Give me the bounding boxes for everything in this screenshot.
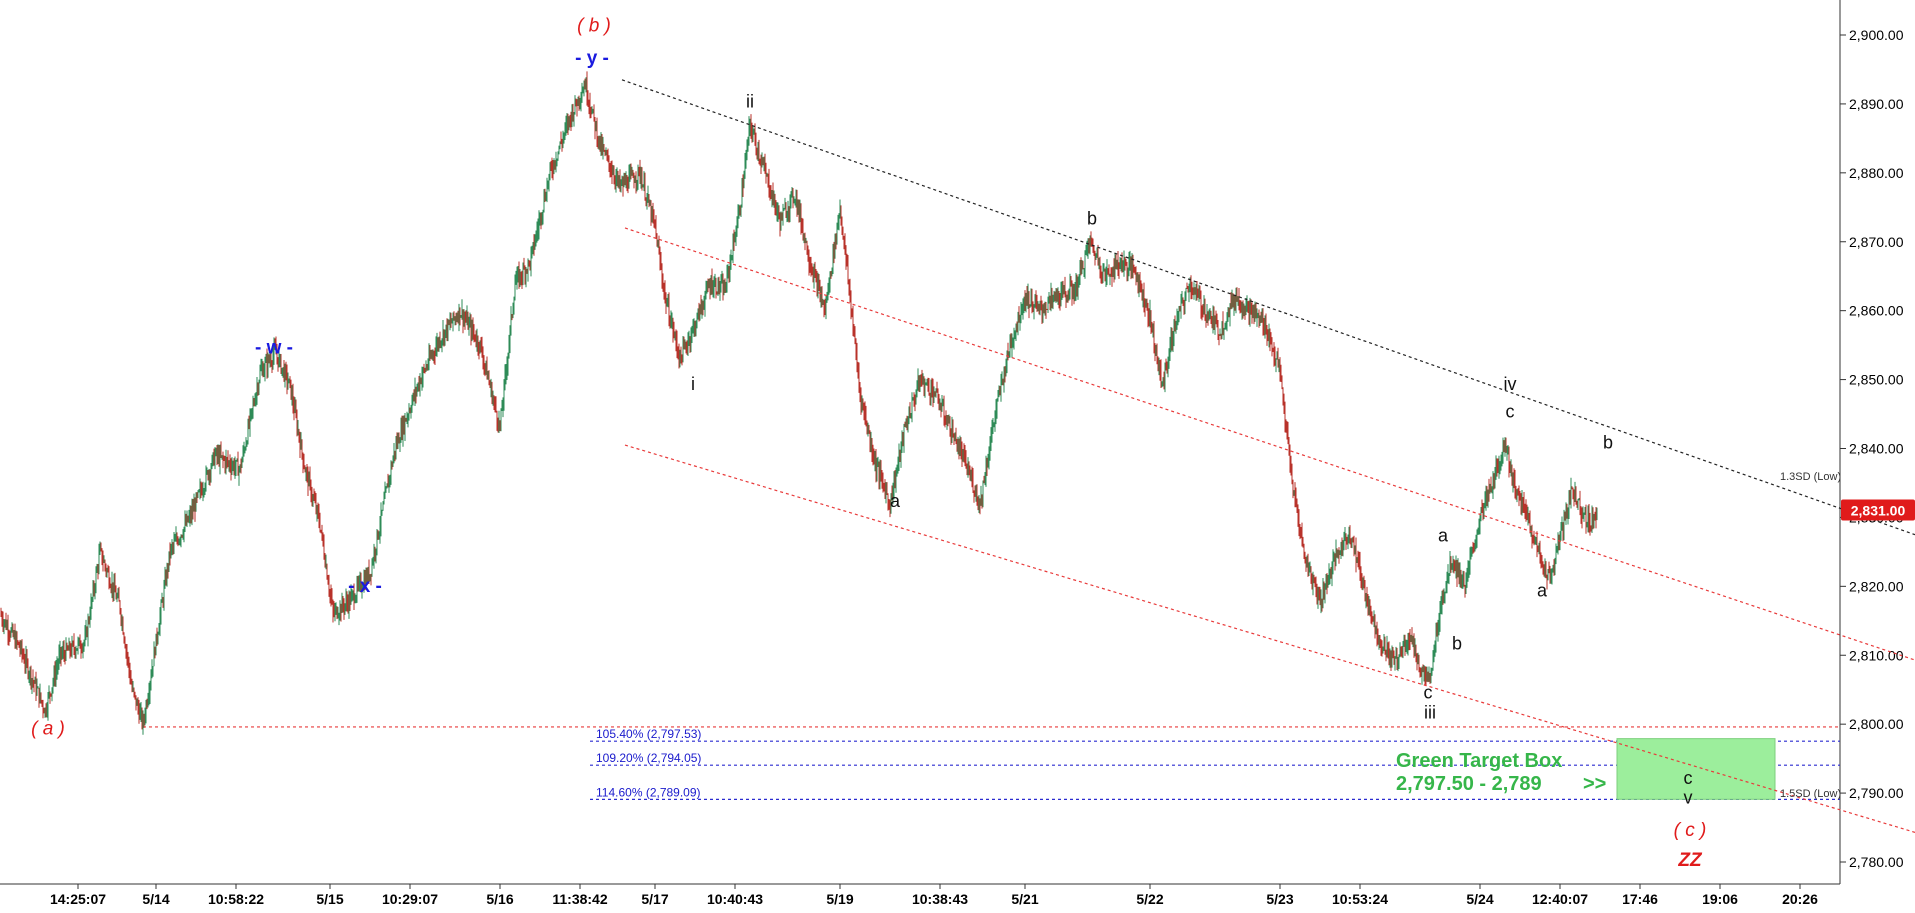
y-tick-label: 2,780.00 bbox=[1849, 854, 1904, 870]
current-price-badge bbox=[1841, 499, 1915, 521]
y-tick-label: 2,790.00 bbox=[1849, 785, 1904, 801]
wave-label-degree: ZZ bbox=[1677, 850, 1703, 871]
target-box bbox=[1616, 738, 1776, 800]
sd-label: 1.5SD (Low) bbox=[1780, 788, 1841, 800]
sd-label: 1.3SD (Low) bbox=[1780, 471, 1841, 483]
x-tick-label: 5/14 bbox=[142, 891, 169, 907]
x-tick-label: 5/19 bbox=[826, 891, 853, 907]
wave-label-minor: - x - bbox=[348, 576, 382, 597]
x-tick-label: 20:26 bbox=[1782, 891, 1818, 907]
current-price-label: 2,831.00 bbox=[1851, 503, 1906, 519]
y-tick-label: 2,820.00 bbox=[1849, 578, 1904, 594]
x-tick-label: 5/17 bbox=[641, 891, 668, 907]
y-tick-label: 2,840.00 bbox=[1849, 441, 1904, 457]
x-tick-label: 5/15 bbox=[316, 891, 343, 907]
target-box-range: 2,797.50 - 2,789 bbox=[1396, 773, 1542, 795]
wave-label: b bbox=[1087, 209, 1097, 229]
wave-label: c bbox=[1424, 683, 1433, 703]
x-tick-label: 10:58:22 bbox=[208, 891, 264, 907]
target-box-arrow: >> bbox=[1583, 773, 1606, 795]
y-tick-label: 2,810.00 bbox=[1849, 647, 1904, 663]
x-tick-label: 5/22 bbox=[1136, 891, 1163, 907]
wave-label: c bbox=[1684, 768, 1693, 788]
wave-label: v bbox=[1684, 787, 1693, 807]
x-tick-label: 19:06 bbox=[1702, 891, 1738, 907]
wave-label-minor: - y - bbox=[575, 48, 609, 69]
x-tick-label: 11:38:42 bbox=[552, 891, 607, 907]
wave-label: i bbox=[691, 374, 695, 394]
wave-label: a bbox=[1438, 526, 1449, 546]
wave-label: a bbox=[1537, 581, 1548, 601]
wave-label: ii bbox=[746, 91, 754, 111]
y-tick-label: 2,850.00 bbox=[1849, 372, 1904, 388]
channel-trendline bbox=[624, 227, 1915, 661]
wave-label: a bbox=[890, 491, 901, 511]
wave-label: iv bbox=[1504, 374, 1517, 394]
x-tick-label: 5/24 bbox=[1466, 891, 1493, 907]
x-tick-label: 10:29:07 bbox=[382, 891, 438, 907]
x-tick-label: 10:38:43 bbox=[912, 891, 968, 907]
channel-trendline bbox=[621, 79, 1915, 536]
fib-level-label: 114.60% (2,789.09) bbox=[596, 785, 701, 799]
fib-level-label: 109.20% (2,794.05) bbox=[596, 751, 701, 765]
x-tick-label: 10:53:24 bbox=[1332, 891, 1388, 907]
y-tick-label: 2,800.00 bbox=[1849, 716, 1904, 732]
x-tick-label: 10:40:43 bbox=[707, 891, 763, 907]
wave-label-degree: ( c ) bbox=[1674, 820, 1707, 841]
y-tick-label: 2,880.00 bbox=[1849, 165, 1904, 181]
y-tick-label: 2,900.00 bbox=[1849, 27, 1904, 43]
x-tick-label: 14:25:07 bbox=[50, 891, 106, 907]
target-box-title: Green Target Box bbox=[1396, 750, 1562, 772]
fib-level-label: 105.40% (2,797.53) bbox=[596, 727, 701, 741]
x-tick-label: 12:40:07 bbox=[1532, 891, 1588, 907]
x-tick-label: 5/23 bbox=[1266, 891, 1293, 907]
wave-label-minor: - w - bbox=[255, 337, 293, 358]
y-tick-label: 2,860.00 bbox=[1849, 303, 1904, 319]
wave-label-degree: ( b ) bbox=[577, 16, 611, 37]
y-tick-label: 2,890.00 bbox=[1849, 96, 1904, 112]
wave-label: iii bbox=[1424, 703, 1436, 723]
wave-label-degree: ( a ) bbox=[31, 719, 65, 740]
candles bbox=[0, 71, 1598, 735]
y-tick-label: 2,870.00 bbox=[1849, 234, 1904, 250]
x-tick-label: 5/21 bbox=[1011, 891, 1038, 907]
wave-label: b bbox=[1452, 634, 1462, 654]
x-tick-label: 17:46 bbox=[1622, 891, 1658, 907]
wave-label: c bbox=[1506, 401, 1515, 421]
channel-trendline bbox=[624, 444, 1915, 833]
wave-label: b bbox=[1603, 433, 1613, 453]
x-tick-label: 5/16 bbox=[486, 891, 513, 907]
